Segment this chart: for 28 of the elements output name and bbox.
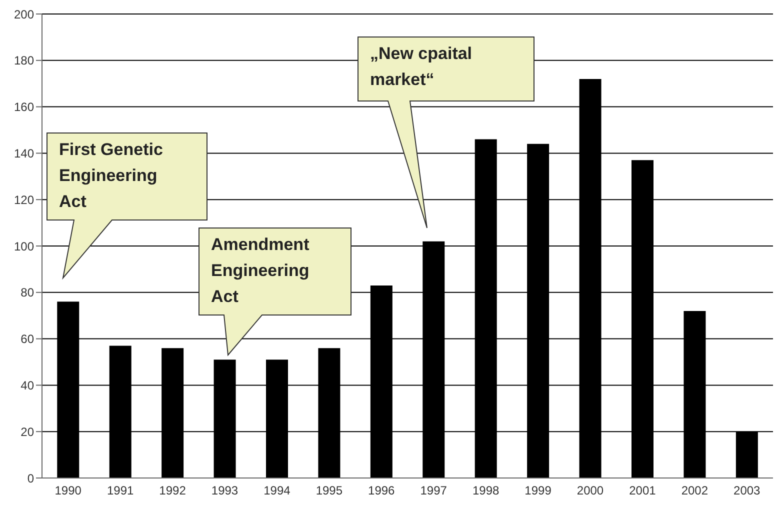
y-tick-label: 140 xyxy=(14,146,34,160)
annotation: First Genetic Engineering Act xyxy=(59,140,163,211)
x-tick-label: 2002 xyxy=(681,484,708,498)
x-tick-label: 1998 xyxy=(472,484,500,498)
y-tick-label: 120 xyxy=(14,192,34,207)
x-tick-label: 1994 xyxy=(264,484,291,498)
y-tick-label: 160 xyxy=(14,100,34,114)
x-tick-label: 2001 xyxy=(629,484,656,498)
x-tick-label: 2000 xyxy=(576,484,604,498)
x-tick-label: 1990 xyxy=(54,484,82,498)
y-tick-label: 40 xyxy=(20,378,34,392)
y-tick-label: 0 xyxy=(27,471,34,486)
x-tick-label: 1999 xyxy=(524,484,552,498)
x-tick-label: 2003 xyxy=(734,484,761,498)
x-tick-label: 1997 xyxy=(420,484,448,498)
x-tick-label: 1996 xyxy=(368,484,396,498)
annotation: Amendment Engineering Act xyxy=(211,235,310,306)
x-tick-label: 1991 xyxy=(106,484,134,498)
y-tick-label: 60 xyxy=(20,332,34,346)
y-tick-label: 180 xyxy=(14,54,34,68)
x-tick-label: 1992 xyxy=(159,484,186,498)
annotation: „New cpaital market“ xyxy=(370,44,472,89)
x-tick-label: 1993 xyxy=(211,484,238,498)
x-tick-label: 1995 xyxy=(316,484,343,498)
y-tick-label: 80 xyxy=(20,286,34,300)
y-tick-label: 20 xyxy=(20,424,34,439)
y-tick-label: 200 xyxy=(14,7,34,22)
y-tick-label: 100 xyxy=(14,239,34,254)
